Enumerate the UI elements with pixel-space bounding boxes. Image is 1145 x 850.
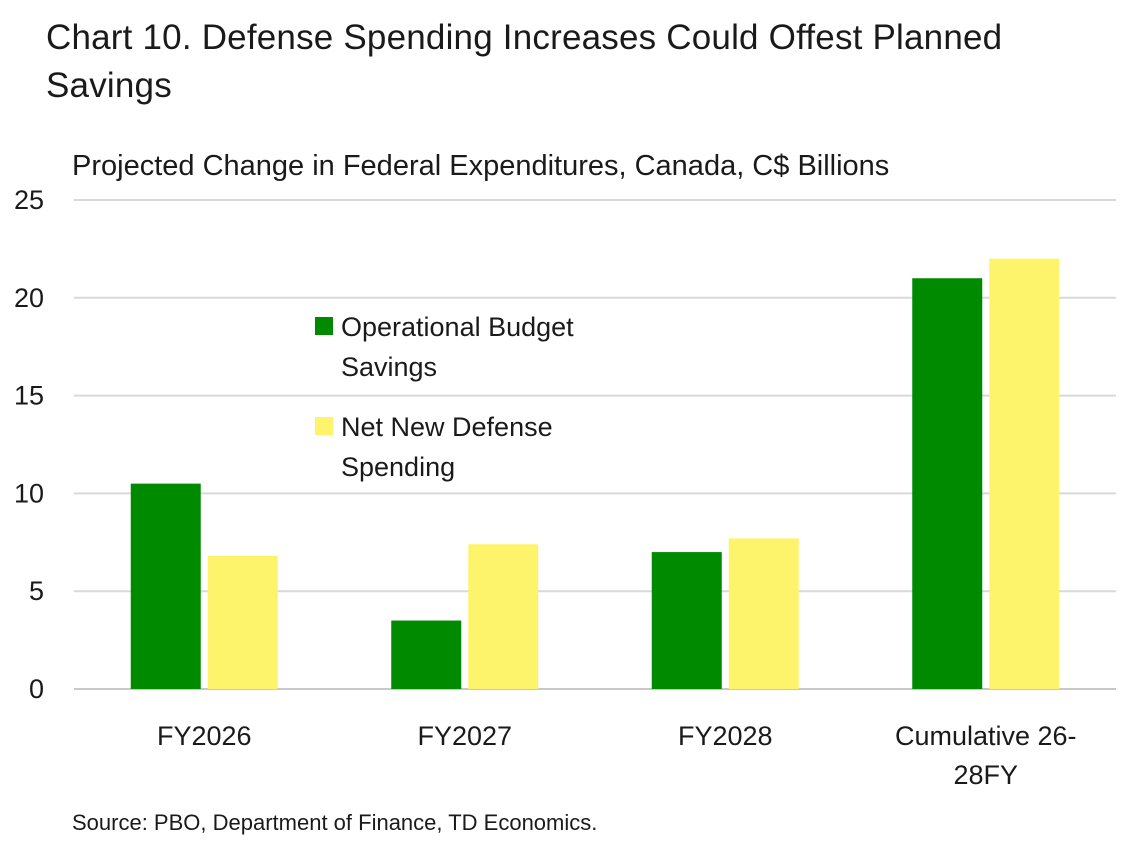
y-tick-label: 20 — [14, 283, 44, 313]
legend-swatch — [315, 317, 333, 335]
legend: Operational Budget Savings Net New Defense… — [315, 312, 574, 482]
y-axis: 0 5 10 15 20 25 — [14, 185, 44, 704]
legend-label: Savings — [341, 352, 437, 382]
bar-savings-3 — [912, 278, 983, 689]
y-tick-label: 0 — [29, 674, 44, 704]
legend-label: Operational Budget — [341, 312, 574, 342]
legend-label: Spending — [341, 452, 455, 482]
y-tick-label: 5 — [29, 576, 44, 606]
y-tick-label: 10 — [14, 478, 44, 508]
bar-defense-2 — [728, 538, 799, 689]
bar-savings-1 — [391, 620, 462, 689]
x-tick-label: Cumulative 26- — [895, 721, 1077, 751]
x-tick-label: FY2028 — [678, 721, 773, 751]
x-axis: FY2026 FY2027 FY2028 Cumulative 26- 28FY — [157, 721, 1077, 790]
x-tick-label: FY2027 — [417, 721, 512, 751]
bar-defense-3 — [989, 258, 1060, 689]
chart-title: Chart 10. Defense Spending Increases Cou… — [46, 18, 1003, 105]
y-tick-label: 15 — [14, 381, 44, 411]
legend-swatch — [315, 417, 333, 435]
chart-subtitle: Projected Change in Federal Expenditures… — [72, 150, 890, 182]
bar-defense-1 — [468, 544, 539, 689]
x-tick-label: 28FY — [953, 760, 1018, 790]
legend-label: Net New Defense — [341, 412, 553, 442]
bar-defense-0 — [207, 555, 278, 689]
bars — [130, 258, 1060, 689]
source-note: Source: PBO, Department of Finance, TD E… — [72, 810, 598, 835]
y-tick-label: 25 — [14, 185, 44, 215]
bar-savings-0 — [130, 483, 201, 689]
bar-savings-2 — [651, 552, 722, 689]
x-tick-label: FY2026 — [157, 721, 252, 751]
